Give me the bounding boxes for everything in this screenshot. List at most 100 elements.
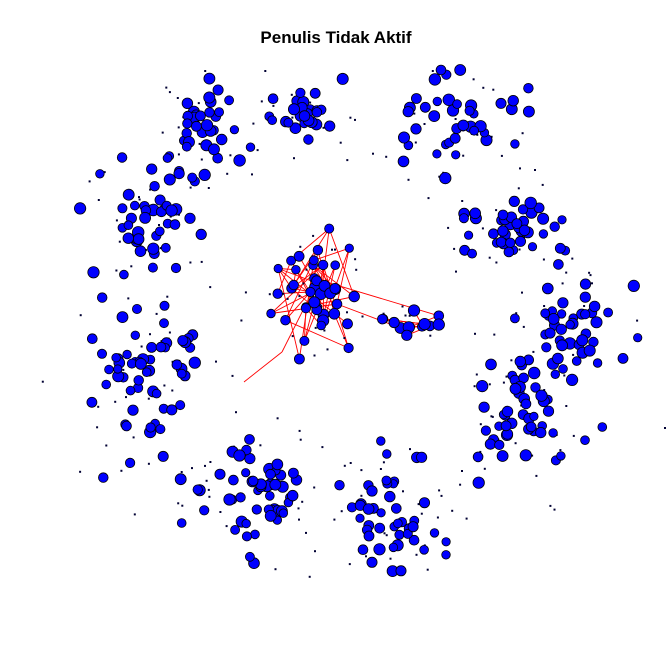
small-node <box>309 101 312 104</box>
node <box>523 105 535 118</box>
node <box>230 525 241 535</box>
small-node <box>423 123 426 125</box>
node <box>418 317 431 331</box>
small-node <box>260 100 263 103</box>
small-node <box>88 180 91 183</box>
node <box>520 398 532 410</box>
node <box>171 359 183 371</box>
node <box>166 404 178 416</box>
node <box>151 388 162 399</box>
small-node <box>382 461 385 464</box>
node <box>170 262 182 274</box>
small-node <box>385 534 388 537</box>
small-node <box>360 494 363 497</box>
node <box>428 110 441 122</box>
node <box>317 259 329 271</box>
node <box>104 364 114 375</box>
small-node <box>482 86 485 89</box>
small-node <box>483 467 486 470</box>
small-node <box>454 118 457 120</box>
small-node <box>147 397 150 400</box>
small-node <box>282 292 285 295</box>
small-node <box>159 247 162 250</box>
node <box>515 235 527 247</box>
node <box>132 233 145 245</box>
node <box>576 334 589 347</box>
small-node <box>149 333 151 336</box>
small-node <box>493 333 496 336</box>
small-node <box>534 169 536 171</box>
node <box>485 358 497 371</box>
node <box>388 542 399 553</box>
node <box>469 207 482 220</box>
small-node <box>365 555 367 558</box>
small-node <box>191 467 193 470</box>
node <box>187 172 198 183</box>
node <box>519 449 532 462</box>
small-node <box>541 183 544 186</box>
small-node <box>488 383 491 386</box>
small-node <box>361 315 364 318</box>
node <box>308 255 319 266</box>
small-node <box>161 131 164 134</box>
small-node <box>205 479 208 482</box>
small-node <box>115 269 118 272</box>
node <box>162 153 173 163</box>
small-node <box>389 557 392 560</box>
node <box>441 537 451 547</box>
small-node <box>349 116 352 119</box>
small-node <box>290 93 293 96</box>
node <box>507 94 519 107</box>
node <box>146 341 158 353</box>
node <box>157 450 169 462</box>
node <box>418 497 430 509</box>
small-node <box>542 258 545 261</box>
node <box>407 304 421 317</box>
node <box>535 426 547 439</box>
node <box>95 169 105 179</box>
node <box>617 352 629 364</box>
node <box>194 110 206 122</box>
small-node <box>490 135 493 138</box>
node <box>74 202 87 215</box>
node <box>537 212 550 225</box>
small-node <box>372 152 374 155</box>
node <box>556 309 567 319</box>
node <box>111 353 121 363</box>
small-node <box>414 141 417 144</box>
small-node <box>132 436 135 439</box>
node <box>501 405 514 418</box>
node <box>464 105 475 116</box>
node <box>159 318 169 329</box>
node <box>541 282 554 295</box>
node <box>214 107 225 117</box>
node <box>241 468 251 478</box>
node <box>494 439 505 450</box>
edge <box>284 260 315 321</box>
small-node <box>491 415 494 418</box>
node <box>508 195 520 207</box>
node <box>241 518 251 529</box>
small-node <box>313 354 316 357</box>
node <box>348 290 360 303</box>
small-node <box>208 495 211 498</box>
small-node <box>168 91 171 94</box>
node <box>529 411 539 421</box>
node <box>329 282 341 294</box>
node <box>410 93 422 104</box>
node <box>496 450 509 462</box>
small-node <box>426 568 429 571</box>
node <box>549 221 560 232</box>
small-node <box>427 197 430 200</box>
node <box>291 265 301 275</box>
edge <box>277 260 292 294</box>
node <box>134 357 147 370</box>
small-node <box>572 434 575 437</box>
node <box>316 320 327 331</box>
node <box>476 379 489 393</box>
node <box>127 404 139 416</box>
small-node <box>177 126 180 129</box>
node <box>224 95 235 106</box>
node <box>269 478 282 491</box>
node <box>556 451 566 461</box>
